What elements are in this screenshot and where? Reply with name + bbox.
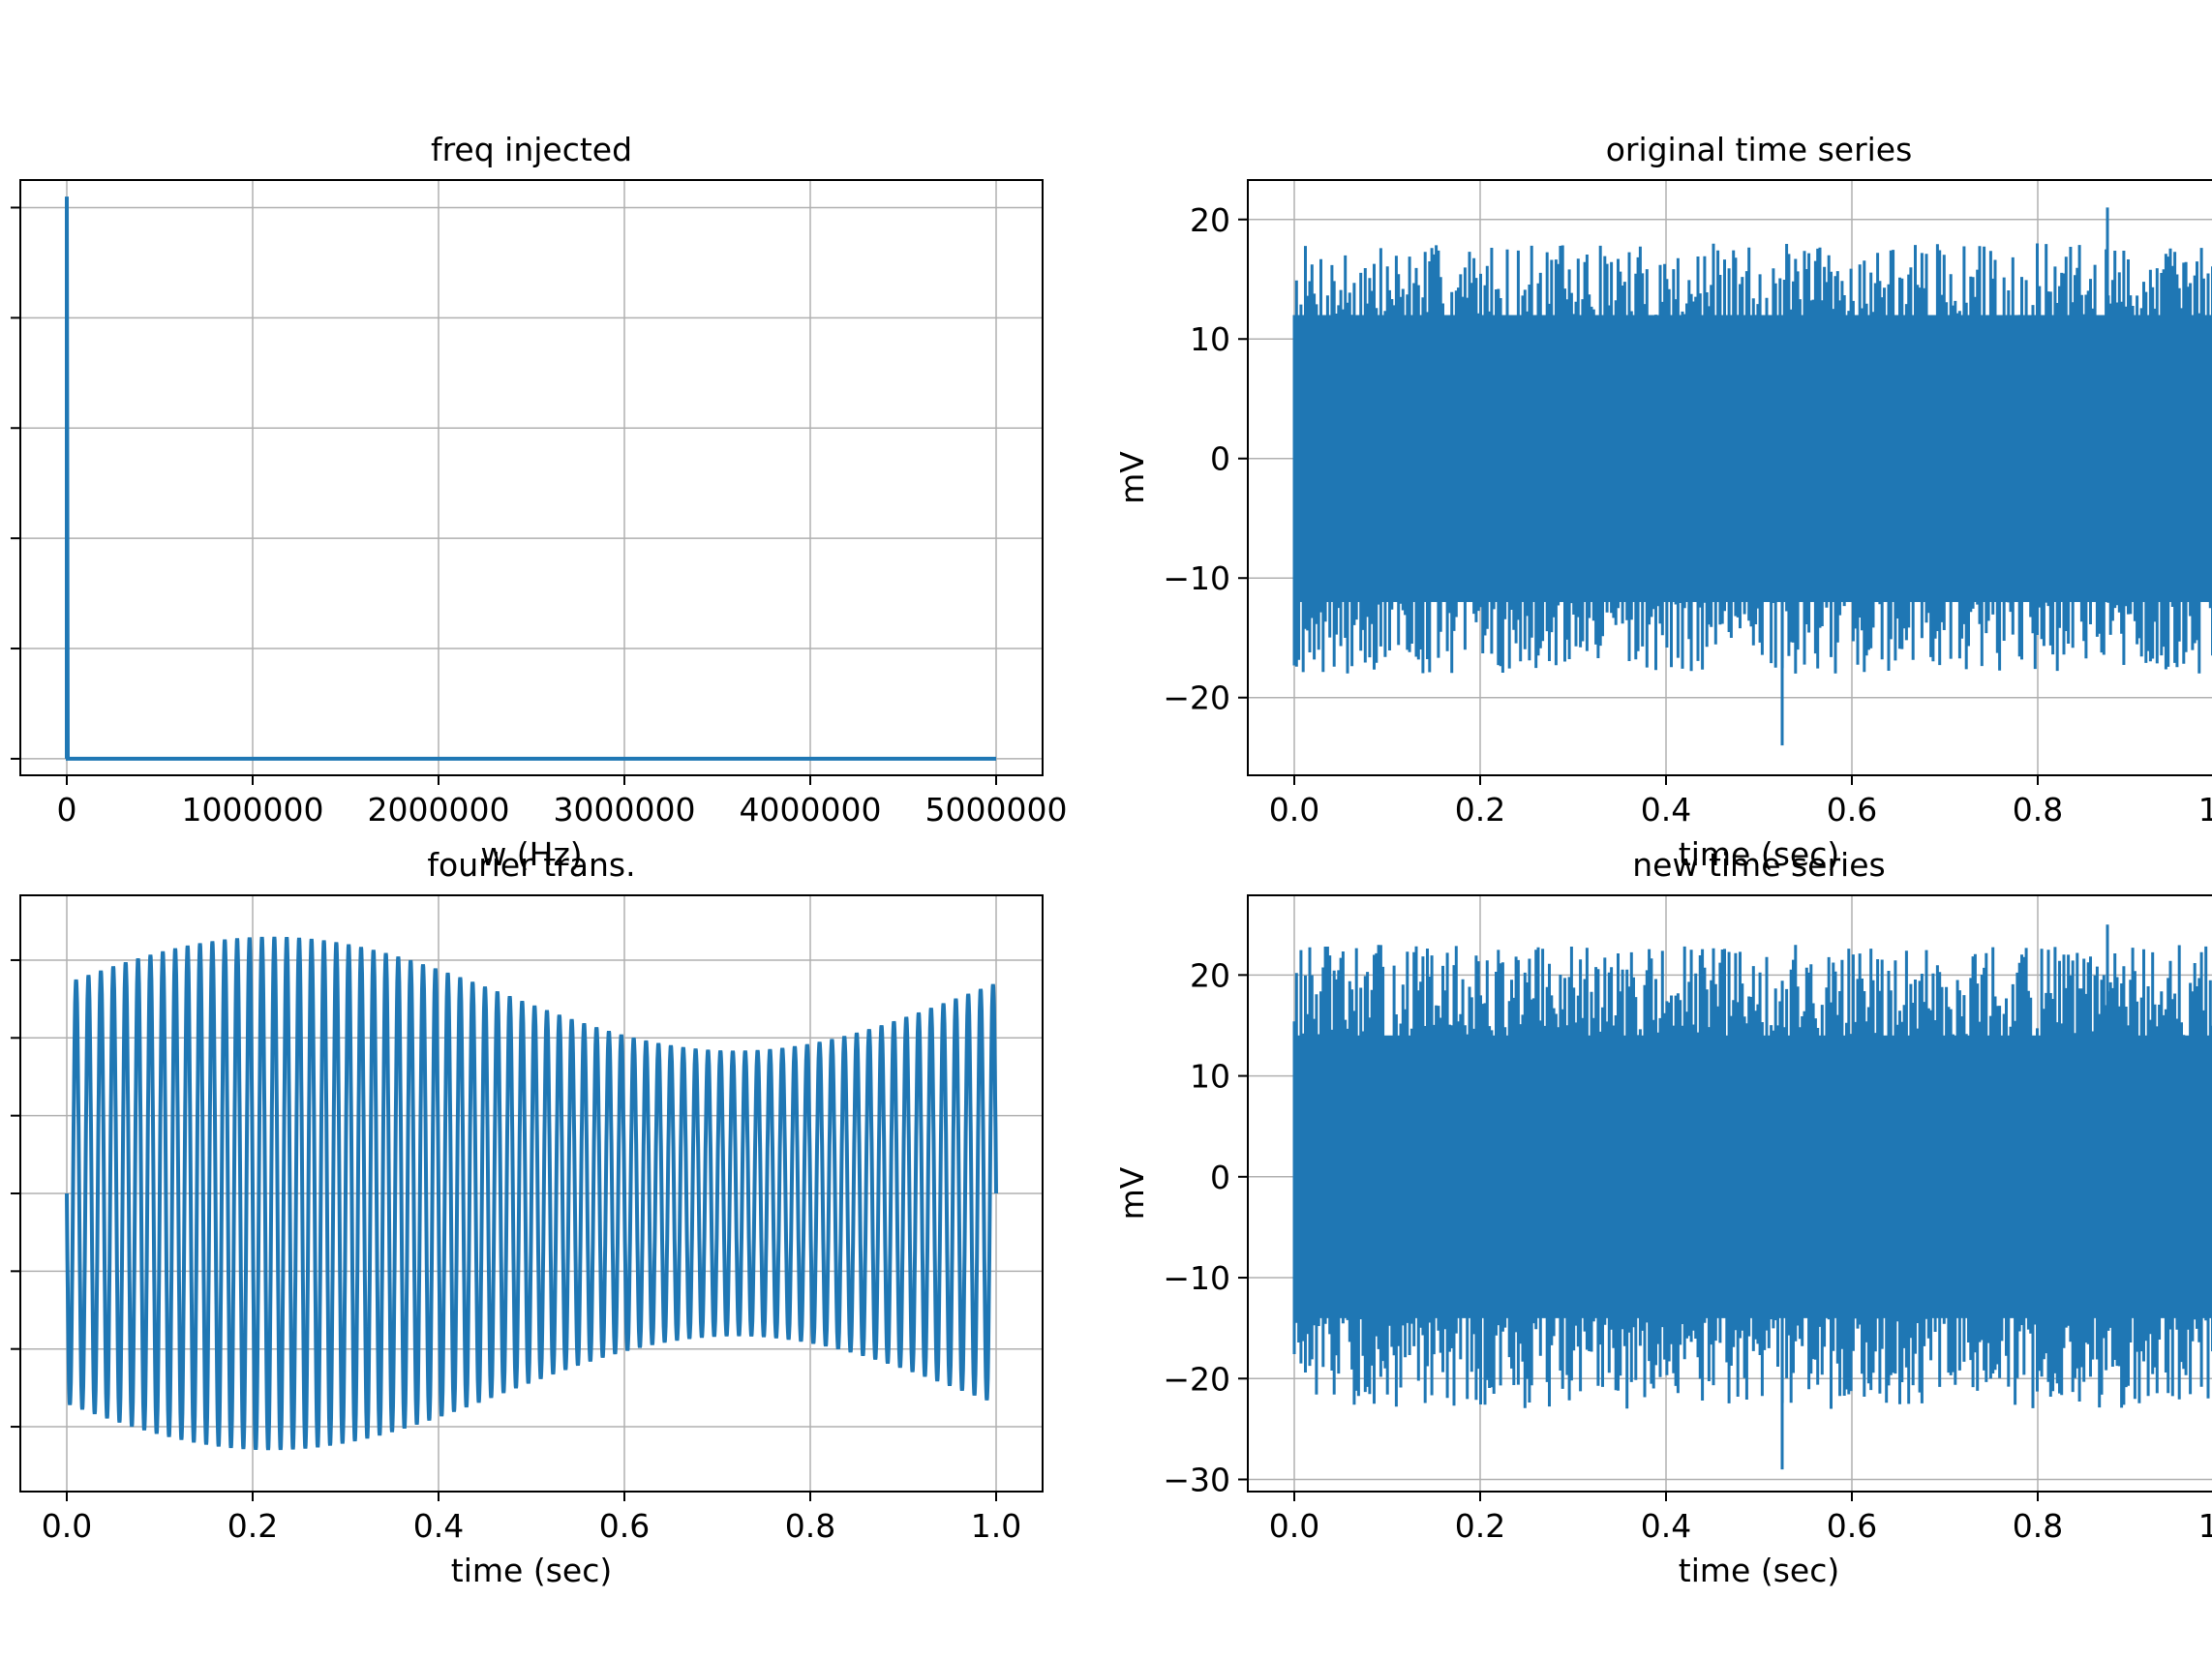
x-tick-label: 0.8	[2013, 1507, 2063, 1545]
y-tick-label: −10	[1163, 1259, 1230, 1297]
x-tick-label: 0.0	[42, 1507, 92, 1545]
x-tick-label: 0.4	[1641, 791, 1691, 829]
x-axis-label: time (sec)	[1679, 835, 1839, 873]
y-tick-label: −20	[1163, 1360, 1230, 1398]
y-axis-label: mV	[1113, 451, 1151, 504]
panel-new: 0.0 0.2 0.4 0.6 0.8 1.0 −30 −20 −10 0 10 20 new time…	[1113, 846, 2212, 1589]
chart-title: fourier trans.	[427, 846, 635, 884]
x-tick-label: 4000000	[740, 791, 882, 829]
x-tick-label: 1.0	[971, 1507, 1021, 1545]
y-tick-label: 10	[1190, 1058, 1230, 1096]
x-tick-label: 0.2	[1455, 791, 1505, 829]
x-tick-label: 5000000	[925, 791, 1068, 829]
x-tick-label: 0.6	[1827, 1507, 1877, 1545]
x-tick-label: 1000000	[182, 791, 324, 829]
y-tick-label: 10	[1190, 320, 1230, 358]
x-tick-label: 0.0	[1269, 1507, 1319, 1545]
x-tick-label: 0.8	[2013, 791, 2063, 829]
x-tick-label: 0.6	[599, 1507, 650, 1545]
x-tick-label: 0.4	[413, 1507, 464, 1545]
chart-title: freq injected	[431, 131, 632, 168]
y-tick-label: 20	[1190, 201, 1230, 239]
y-axis-label: mV	[1113, 1166, 1151, 1220]
data-line-fourier	[65, 936, 998, 1451]
x-tick-label: 0.4	[1641, 1507, 1691, 1545]
x-tick-label: 0.2	[227, 1507, 278, 1545]
chart-title: new time series	[1632, 846, 1885, 884]
axes-frame	[19, 179, 1044, 776]
x-axis-label: time (sec)	[1679, 1552, 1839, 1589]
spikes-orig	[1292, 207, 2212, 746]
y-tick-label: −30	[1163, 1461, 1230, 1498]
x-tick-label: 0.6	[1827, 791, 1877, 829]
figure-root: 0 1000000 2000000 3000000 4000000 5000000 freq…	[11, 131, 2212, 1589]
series-freq	[65, 196, 996, 761]
y-tick-label: 0	[1210, 440, 1230, 478]
panel-freq: 0 1000000 2000000 3000000 4000000 5000000 freq…	[11, 131, 1067, 873]
y-tick-label: −10	[1163, 559, 1230, 597]
x-axis-label: w (Hz)	[480, 835, 582, 873]
x-tick-label: 0.8	[785, 1507, 835, 1545]
x-tick-label: 3000000	[554, 791, 696, 829]
y-tick-label: 20	[1190, 956, 1230, 994]
series-new	[1292, 924, 2212, 1470]
y-tick-label: −20	[1163, 679, 1230, 717]
spikes-new	[1292, 924, 2212, 1470]
x-tick-label: 0.0	[1269, 791, 1319, 829]
panel-fourier: 0.0 0.2 0.4 0.6 0.8 1.0 fourier trans. time (se…	[11, 846, 1044, 1589]
x-axis-label: time (sec)	[451, 1552, 612, 1589]
x-tick-label: 0.2	[1455, 1507, 1505, 1545]
x-tick-label: 0	[57, 791, 77, 829]
chart-title: original time series	[1606, 131, 1913, 168]
axes-frame	[1247, 179, 2212, 776]
x-tick-label: 1.0	[2198, 791, 2212, 829]
axes-frame	[1247, 894, 2212, 1493]
series-orig	[1292, 207, 2212, 746]
y-tick-label: 0	[1210, 1159, 1230, 1196]
x-tick-label: 1.0	[2198, 1507, 2212, 1545]
panel-orig: 0.0 0.2 0.4 0.6 0.8 1.0 −20 −10 0 10 20 original ti…	[1113, 131, 2212, 873]
x-tick-label: 2000000	[368, 791, 510, 829]
data-line-freq	[65, 196, 996, 761]
series-fourier	[65, 936, 998, 1451]
